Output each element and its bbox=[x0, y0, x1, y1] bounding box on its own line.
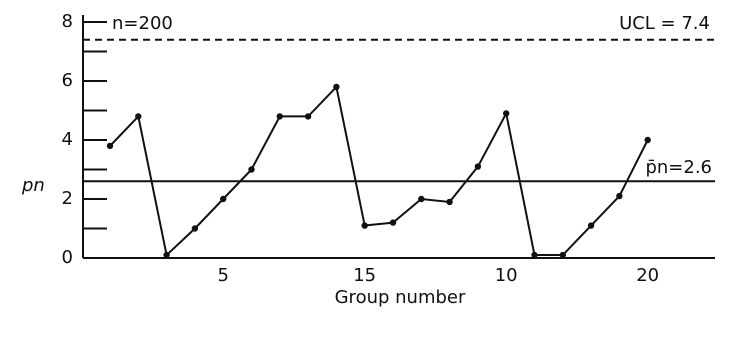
data-point bbox=[333, 83, 340, 91]
data-point bbox=[304, 113, 312, 120]
data-point bbox=[163, 251, 170, 259]
data-point bbox=[418, 195, 425, 203]
x-axis-label: Group number bbox=[335, 287, 466, 308]
data-point bbox=[503, 110, 510, 117]
data-point bbox=[220, 195, 227, 203]
sample-size: n=200 bbox=[112, 13, 173, 34]
data-point bbox=[616, 192, 623, 200]
data-point bbox=[106, 142, 114, 150]
y-tick-label: 0 bbox=[62, 247, 73, 268]
data-point bbox=[135, 113, 142, 120]
x-tick-label: 10 bbox=[495, 265, 518, 286]
data-point bbox=[587, 222, 595, 229]
y-tick-label: 6 bbox=[62, 70, 73, 91]
x-tick-label: 15 bbox=[353, 265, 376, 286]
data-point bbox=[191, 225, 199, 232]
data-point bbox=[446, 198, 453, 206]
y-axis-label: pn bbox=[21, 175, 45, 196]
data-line bbox=[109, 84, 649, 258]
y-tick-label: 2 bbox=[62, 188, 73, 209]
data-point bbox=[389, 219, 397, 226]
center-label: p̄n=2.6 bbox=[645, 157, 712, 178]
x-tick-label: 20 bbox=[636, 265, 659, 286]
data-point bbox=[559, 251, 566, 259]
data-point bbox=[361, 222, 368, 229]
data-point bbox=[474, 163, 482, 170]
data-point bbox=[531, 251, 538, 259]
y-tick-label: 8 bbox=[62, 11, 73, 32]
x-tick-label: 5 bbox=[217, 265, 228, 286]
data-point bbox=[248, 166, 255, 173]
data-point bbox=[644, 136, 651, 144]
y-tick-label: 4 bbox=[62, 129, 73, 150]
ucl-label: UCL = 7.4 bbox=[619, 13, 710, 34]
data-point bbox=[276, 113, 283, 120]
